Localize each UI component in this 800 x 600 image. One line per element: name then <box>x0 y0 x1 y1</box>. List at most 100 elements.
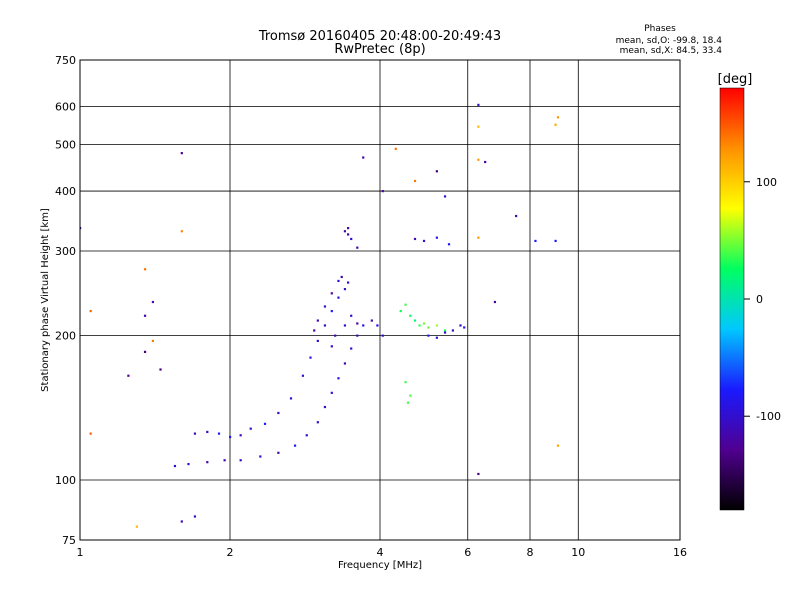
data-point <box>435 324 438 327</box>
data-point <box>409 314 412 317</box>
data-point <box>343 324 347 327</box>
grid-lines <box>79 59 681 541</box>
y-tick-label: 100 <box>55 474 76 487</box>
data-point <box>435 336 438 339</box>
x-tick-label: 4 <box>377 546 384 559</box>
x-tick-label: 8 <box>527 546 534 559</box>
data-point <box>362 156 365 159</box>
data-point <box>259 455 262 458</box>
data-point <box>477 236 480 239</box>
data-point <box>217 432 221 435</box>
data-point <box>381 334 384 337</box>
data-point <box>404 381 407 384</box>
data-point <box>451 329 455 332</box>
data-point <box>346 233 350 236</box>
data-point <box>330 309 333 313</box>
data-point <box>350 347 353 350</box>
data-point <box>263 422 267 425</box>
x-axis-label: Frequency [MHz] <box>338 560 422 571</box>
data-point <box>435 236 438 239</box>
colorbar-tick-label: 0 <box>756 293 763 306</box>
data-points <box>80 103 560 528</box>
data-point <box>330 391 333 394</box>
data-point <box>206 430 209 434</box>
data-point <box>515 214 518 218</box>
data-point <box>554 123 557 126</box>
y-tick-label: 750 <box>55 54 76 67</box>
x-tick-label: 1 <box>77 546 84 559</box>
data-point <box>356 246 359 249</box>
data-point <box>309 356 312 359</box>
data-point <box>143 350 147 353</box>
data-point <box>323 324 327 327</box>
y-tick-label: 500 <box>55 139 76 152</box>
data-point <box>356 334 359 337</box>
data-point <box>187 462 190 466</box>
data-point <box>249 427 252 430</box>
stats-o-line: mean, sd,O: -99.8, 18.4 <box>616 36 723 46</box>
data-point <box>239 459 242 462</box>
data-point <box>180 230 183 233</box>
data-point <box>135 525 138 528</box>
data-point <box>313 329 316 332</box>
data-point <box>337 296 340 299</box>
x-axis: 1 2 4 6 8 10 16 <box>77 546 688 559</box>
data-point <box>193 432 197 435</box>
data-point <box>376 324 379 327</box>
data-point <box>193 515 197 518</box>
colorbar-label: [deg] <box>718 72 753 87</box>
chart-title: Tromsø 20160405 20:48:00-20:49:43 <box>258 29 501 44</box>
data-point <box>477 103 480 106</box>
x-tick-label: 10 <box>571 546 585 559</box>
data-point <box>301 374 305 377</box>
data-point <box>413 237 417 241</box>
data-point <box>427 334 430 337</box>
data-point <box>180 520 183 523</box>
data-point <box>463 326 466 329</box>
data-point <box>404 303 407 306</box>
data-point <box>143 314 147 317</box>
data-point <box>151 339 155 343</box>
colorbar <box>719 87 745 511</box>
data-point <box>477 125 480 128</box>
data-point <box>399 309 402 313</box>
data-point <box>223 459 226 462</box>
data-point <box>435 170 438 173</box>
data-point <box>206 461 209 464</box>
data-point <box>343 288 347 291</box>
x-tick-label: 16 <box>673 546 687 559</box>
data-point <box>350 314 353 317</box>
data-point <box>277 411 280 415</box>
data-point <box>330 292 333 295</box>
data-point <box>323 305 327 308</box>
data-point <box>143 268 147 271</box>
data-point <box>477 472 480 476</box>
data-point <box>443 331 447 334</box>
data-point <box>534 239 537 243</box>
y-tick-label: 400 <box>55 185 76 198</box>
data-point <box>289 397 293 400</box>
data-point <box>334 334 337 337</box>
data-point <box>362 324 365 327</box>
data-point <box>356 322 359 325</box>
data-point <box>459 324 462 327</box>
chart-subtitle: RwPretec (8p) <box>334 42 425 57</box>
data-point <box>316 319 319 322</box>
data-point <box>422 322 426 325</box>
data-point <box>80 227 82 230</box>
y-tick-label: 75 <box>62 534 76 547</box>
data-point <box>127 374 130 377</box>
y-axis-label: Stationary phase Virtual Height [km] <box>40 208 51 392</box>
data-point <box>493 300 497 304</box>
data-point <box>556 444 560 447</box>
stats-x-line: mean, sd,X: 84.5, 33.4 <box>620 46 723 56</box>
data-point <box>427 326 430 329</box>
data-point <box>443 329 447 332</box>
data-point <box>447 243 451 246</box>
colorbar-ticks: 100 0 -100 <box>744 176 781 423</box>
data-point <box>443 195 447 198</box>
data-point <box>484 160 487 164</box>
x-tick-label: 2 <box>227 546 234 559</box>
data-point <box>316 421 319 424</box>
y-tick-label: 200 <box>55 330 76 343</box>
